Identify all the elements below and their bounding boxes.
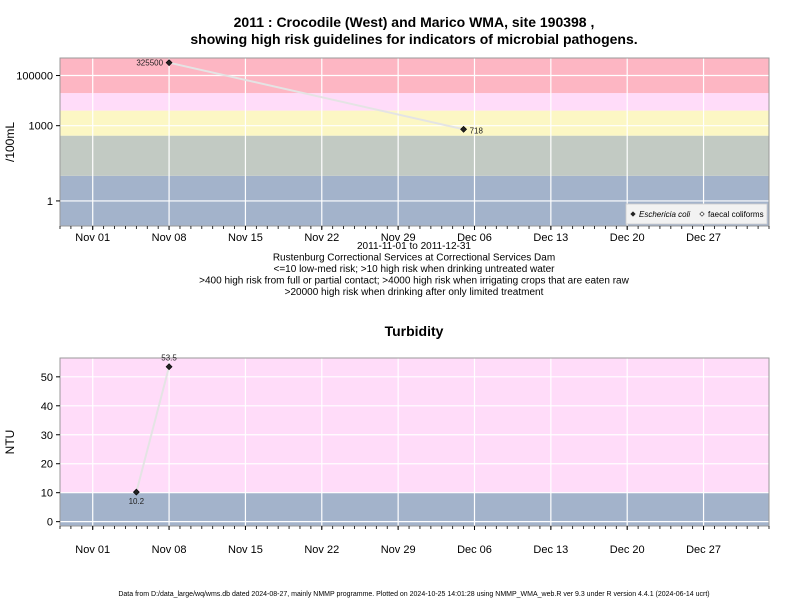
- data-point: [165, 59, 173, 67]
- subtitle-line: >20000 high risk when drinking after onl…: [285, 287, 544, 298]
- plot-frame: [59, 57, 770, 227]
- y-axis-label: /100mL: [3, 122, 17, 162]
- x-tick-label: Dec 13: [533, 232, 568, 244]
- x-tick-label: Dec 20: [610, 544, 645, 556]
- x-tick-label: Nov 22: [304, 232, 339, 244]
- x-tick-label: Dec 27: [686, 232, 721, 244]
- x-tick-label: Dec 06: [457, 544, 492, 556]
- y-tick-label: 100000: [16, 71, 53, 83]
- risk-band: [60, 135, 769, 176]
- data-point: [460, 125, 468, 133]
- risk-band: [60, 492, 769, 526]
- legend-box: [625, 203, 768, 225]
- risk-band: [60, 358, 769, 493]
- x-tick-label: Nov 01: [75, 544, 110, 556]
- legend-entry: Eschericia coli: [639, 210, 690, 219]
- x-tick-label: Nov 22: [304, 544, 339, 556]
- data-label: 325500: [136, 59, 163, 68]
- y-tick-label: 40: [41, 401, 53, 413]
- subtitle-line: Rustenburg Correctional Services at Corr…: [273, 253, 555, 264]
- x-tick-label: Nov 29: [381, 232, 416, 244]
- legend-marker: [630, 211, 636, 217]
- subtitle-line: >400 high risk from full or partial cont…: [199, 276, 629, 287]
- y-tick-label: 50: [41, 372, 53, 384]
- x-tick-label: Nov 08: [152, 232, 187, 244]
- x-tick-label: Nov 29: [381, 544, 416, 556]
- risk-band: [60, 110, 769, 136]
- x-tick-label: Nov 15: [228, 544, 263, 556]
- plot-frame: [59, 357, 770, 527]
- y-tick-label: 1: [47, 196, 53, 208]
- turbidity-panel-title: Turbidity: [385, 323, 444, 339]
- data-point: [132, 488, 140, 496]
- y-tick-label: 0: [47, 517, 53, 529]
- legend-marker: [699, 211, 705, 217]
- x-tick-label: Nov 01: [75, 232, 110, 244]
- series-line: [168, 61, 464, 131]
- y-tick-label: 30: [41, 430, 53, 442]
- x-tick-label: Nov 15: [228, 232, 263, 244]
- y-tick-label: 20: [41, 459, 53, 471]
- x-tick-label: Dec 13: [533, 544, 568, 556]
- ecoli-panel: Nov 01 Nov 08 Nov 15 Nov 22 Nov 29 Dec 06 Dec …: [3, 57, 770, 244]
- x-tick-label: Dec 20: [610, 232, 645, 244]
- y-axis-label: NTU: [3, 430, 17, 455]
- y-tick-label: 10: [41, 488, 53, 500]
- footer-note: Data from D:/data_large/wq/wms.db dated …: [118, 591, 709, 598]
- data-label: 53.5: [161, 354, 177, 363]
- chart-title-line-2: showing high risk guidelines for indicat…: [190, 31, 637, 47]
- legend-entry: faecal coliforms: [708, 210, 764, 219]
- series-line: [135, 366, 171, 493]
- y-tick-label: 1000: [29, 121, 53, 133]
- legend: Eschericia coli faecal coliforms: [625, 203, 768, 225]
- x-tick-label: Dec 27: [686, 544, 721, 556]
- turbidity-panel: Nov 01 Nov 08 Nov 15 Nov 22 Nov 29 Dec 06 Dec …: [3, 354, 770, 556]
- x-tick-label: Nov 08: [152, 544, 187, 556]
- subtitle-line: <=10 low-med risk; >10 high risk when dr…: [274, 264, 556, 275]
- risk-band: [60, 93, 769, 111]
- chart-title-line-1: 2011 : Crocodile (West) and Marico WMA, …: [234, 14, 595, 30]
- data-point: [165, 363, 173, 371]
- data-label: 718: [470, 126, 484, 135]
- subtitle-line: 2011-11-01 to 2011-12-31: [357, 241, 471, 252]
- data-label: 10.2: [129, 497, 145, 506]
- x-tick-label: Dec 06: [457, 232, 492, 244]
